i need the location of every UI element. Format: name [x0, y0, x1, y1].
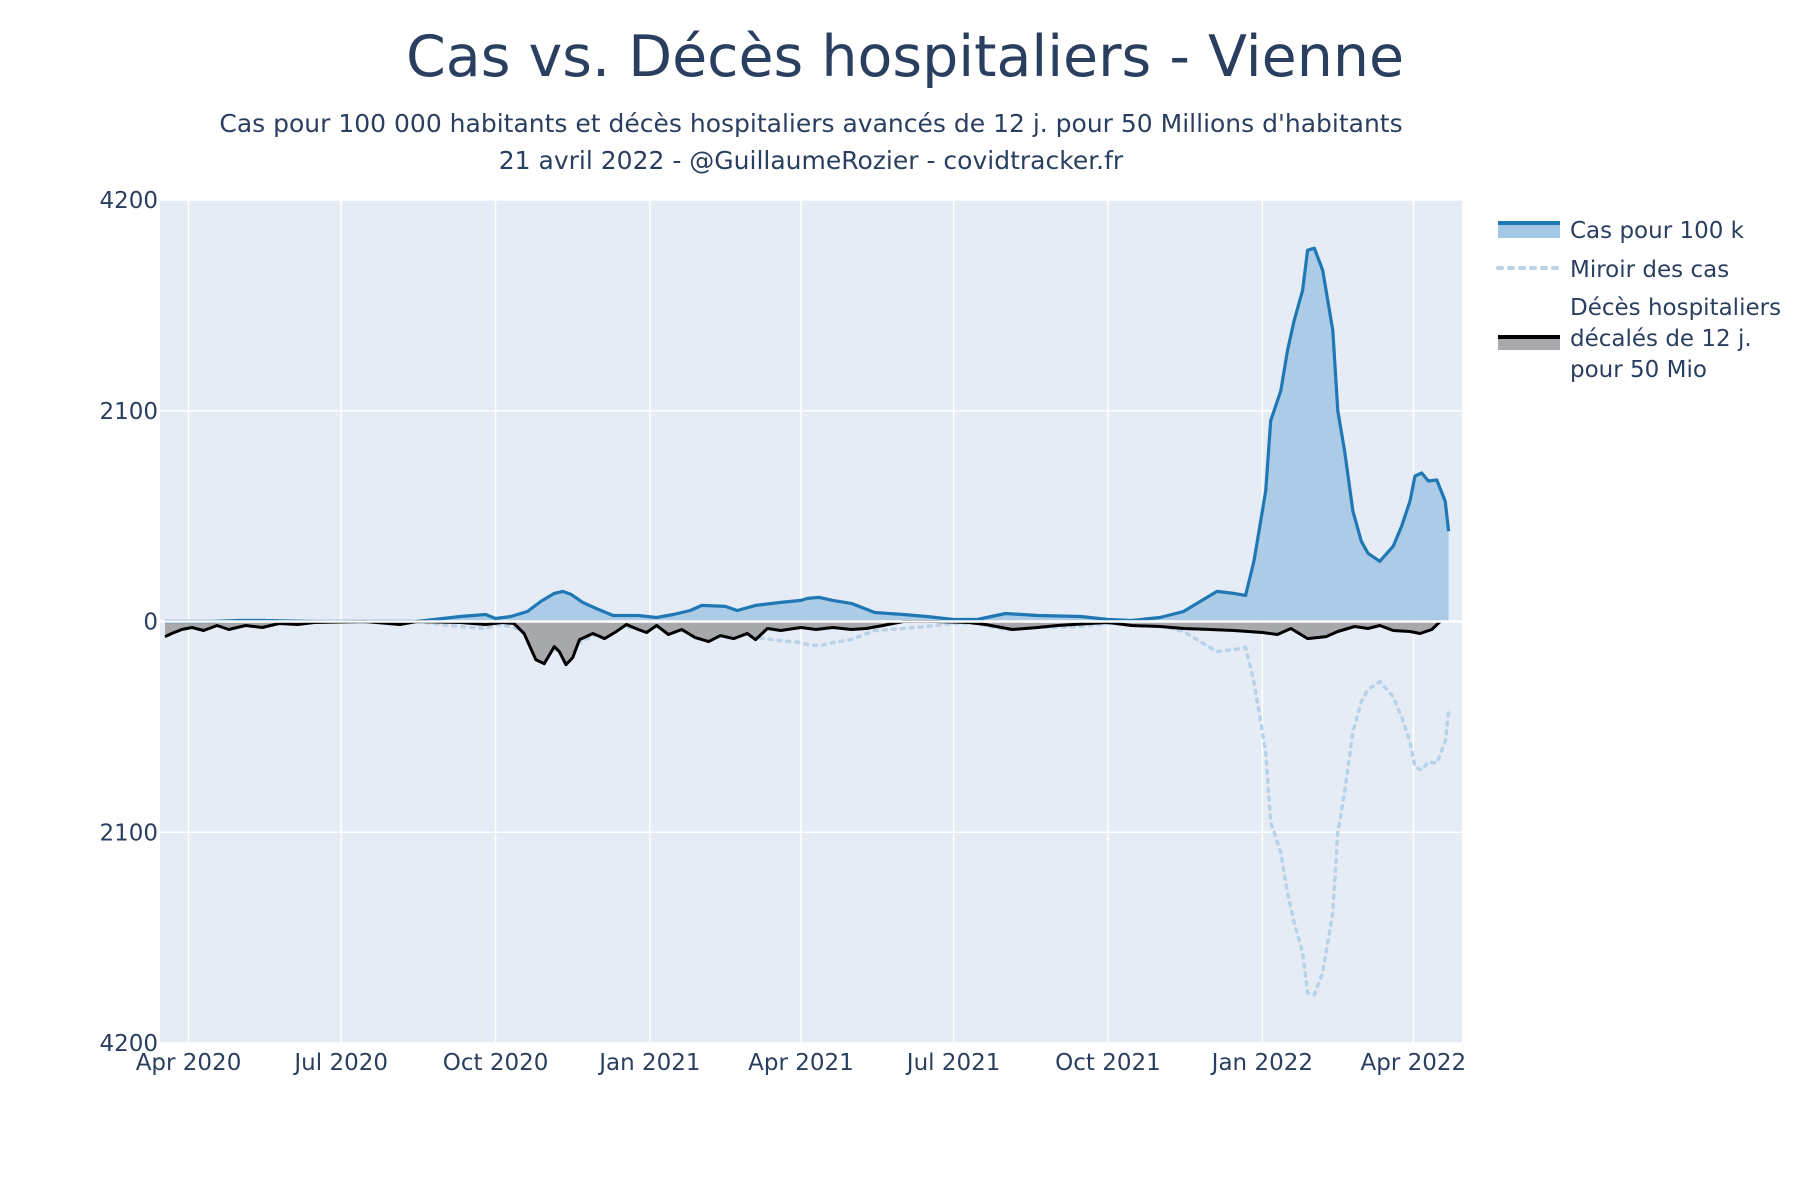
y-tick-label: 0	[143, 610, 158, 636]
x-tick-label: Jul 2021	[905, 1050, 1001, 1076]
legend-label-cases: Cas pour 100 k	[1570, 218, 1745, 244]
legend: Cas pour 100 k Miroir des cas Décès hospit…	[1496, 218, 1781, 383]
legend-swatch-cases-fill	[1498, 222, 1560, 238]
y-tick-label: 4200	[99, 1031, 158, 1057]
x-tick-label: Apr 2021	[748, 1050, 854, 1076]
cases-line	[165, 246, 1451, 624]
legend-swatch-deaths-fill	[1498, 336, 1560, 350]
legend-label-deaths-line: pour 50 Mio	[1570, 357, 1707, 383]
x-tick-label: Jul 2020	[292, 1050, 388, 1076]
chart-subtitle-line-1: Cas pour 100 000 habitants et décès hosp…	[219, 109, 1402, 138]
y-tick-label: 4200	[99, 188, 158, 214]
deaths-area	[165, 621, 1441, 665]
x-tick-label: Apr 2022	[1361, 1050, 1467, 1076]
x-axis: Apr 2020 Jul 2020 Oct 2020 Jan 2021 Apr 2021…	[136, 1050, 1466, 1076]
chart-title: Cas vs. Décès hospitaliers - Vienne	[406, 24, 1404, 90]
y-axis: 4200 2100 0 2100 4200	[99, 188, 158, 1057]
cases-area	[165, 248, 1449, 622]
x-tick-label: Oct 2021	[1055, 1050, 1161, 1076]
series-layer	[163, 246, 1451, 997]
chart-subtitle-line-2: 21 avril 2022 - @GuillaumeRozier - covid…	[499, 146, 1124, 175]
x-tick-label: Oct 2020	[443, 1050, 549, 1076]
y-tick-label: 2100	[99, 399, 158, 425]
legend-label-deaths-line: Décès hospitaliers	[1570, 295, 1781, 321]
legend-label-mirror: Miroir des cas	[1570, 257, 1729, 283]
y-tick-label: 2100	[99, 820, 158, 846]
x-tick-label: Jan 2022	[1210, 1050, 1313, 1076]
x-tick-label: Apr 2020	[136, 1050, 242, 1076]
legend-label-deaths-line: décalés de 12 j.	[1570, 326, 1752, 352]
x-tick-label: Jan 2021	[597, 1050, 700, 1076]
deaths-line	[164, 620, 1442, 667]
